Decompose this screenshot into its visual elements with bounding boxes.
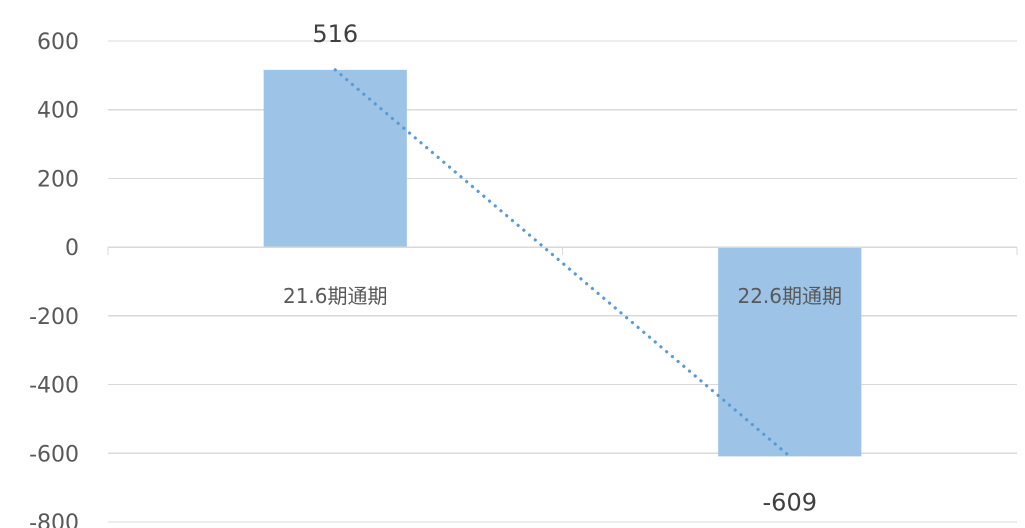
bar (718, 247, 862, 457)
labels: 516 21.6期通期 -609 22.6期通期 (283, 20, 842, 517)
y-axis-tick-label: 600 (37, 30, 79, 55)
bar (263, 69, 407, 248)
data-label: -609 (763, 488, 817, 516)
y-axis-tick-label: 0 (65, 236, 79, 261)
y-axis-tick-label: 200 (37, 167, 79, 192)
category-label: 22.6期通期 (737, 284, 842, 308)
category-label: 21.6期通期 (283, 284, 388, 308)
category-axis (107, 246, 1018, 256)
bars (263, 69, 862, 457)
y-axis-tick-label: -800 (29, 511, 79, 528)
data-label: 516 (312, 20, 358, 48)
y-axis-tick-label: 400 (37, 99, 79, 124)
y-axis-tick-label: -400 (29, 374, 79, 399)
y-axis-tick-label: -200 (29, 305, 79, 330)
y-axis-tick-label: -600 (29, 442, 79, 467)
gridlines (108, 40, 1017, 523)
y-axis-tick-labels: 600 400 200 0 -200 -400 -600 -800 (29, 30, 79, 528)
